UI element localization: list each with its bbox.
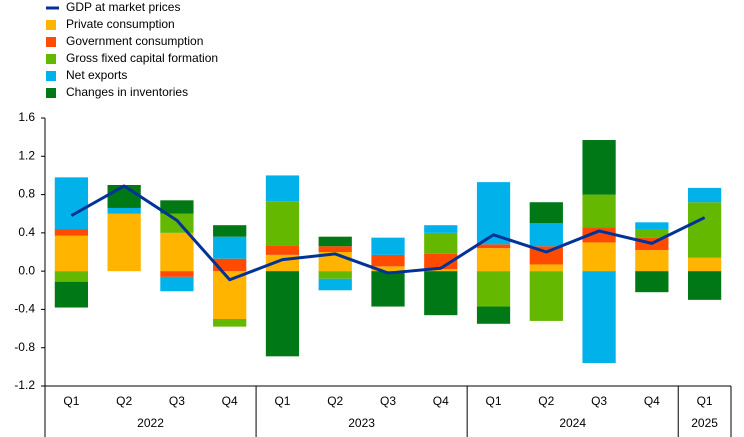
x-tick-label: Q4 [222, 394, 238, 408]
x-tick-label: Q2 [327, 394, 343, 408]
x-tick-label: Q3 [380, 394, 396, 408]
bar-segment [371, 254, 405, 267]
bar-segment [424, 225, 458, 233]
bar-segment [54, 235, 89, 272]
bar-segment [582, 271, 616, 364]
bar-segment [318, 278, 352, 291]
x-tick-label: Q1 [697, 394, 713, 408]
legend-label: Net exports [66, 68, 127, 82]
bar-segment [582, 242, 616, 272]
legend-swatch [46, 71, 56, 81]
bar-segment [476, 271, 511, 307]
bar-segment [687, 257, 722, 272]
legend-swatch [46, 37, 56, 47]
bar-segment [107, 213, 141, 272]
legend-label: Government consumption [66, 34, 203, 48]
bar-segment [424, 253, 458, 270]
bar-segment [424, 271, 458, 316]
bar-segment [529, 202, 563, 224]
bar-segment [424, 269, 458, 272]
legend-swatch [46, 20, 56, 30]
bar-segment [635, 229, 669, 238]
bar-segment [160, 232, 194, 272]
y-tick-label: -0.4 [14, 302, 35, 316]
bar-segment [107, 207, 141, 214]
x-tick-label: Q3 [591, 394, 607, 408]
bar-segment [54, 229, 89, 236]
legend-label: GDP at market prices [66, 0, 180, 14]
y-tick-label: 0.0 [18, 263, 35, 277]
x-tick-label: Q4 [644, 394, 660, 408]
bar-segment [424, 232, 458, 254]
bar-segment [687, 271, 722, 300]
bar-segment [318, 236, 352, 247]
bar-segment [213, 319, 247, 327]
bar-segment [265, 271, 300, 357]
bar-segment [107, 185, 141, 208]
x-group-label: 2023 [348, 416, 375, 430]
bar-segment [265, 245, 300, 255]
bar-segment [635, 271, 669, 293]
x-tick-label: Q2 [116, 394, 132, 408]
bar-segment [213, 258, 247, 272]
x-group-label: 2024 [559, 416, 586, 430]
bar-segment [476, 244, 511, 249]
legend-label: Changes in inventories [66, 85, 188, 99]
bar-segment [582, 194, 616, 228]
bar-segment [371, 237, 405, 255]
legend-swatch [46, 54, 56, 64]
x-tick-label: Q1 [274, 394, 290, 408]
bar-segment [160, 276, 194, 292]
bar-segment [160, 213, 194, 233]
legend-swatch [46, 88, 56, 98]
bar-segment [265, 175, 300, 202]
x-tick-label: Q3 [169, 394, 185, 408]
bar-segment [54, 271, 89, 282]
bar-segment [213, 236, 247, 259]
bar-segment [213, 225, 247, 237]
bar-segment [582, 140, 616, 195]
bar-segment [687, 187, 722, 203]
bar-segment [160, 200, 194, 214]
y-tick-label: 0.8 [18, 187, 35, 201]
bar-segment [371, 266, 405, 272]
x-group-label: 2022 [137, 416, 164, 430]
y-tick-label: 1.6 [18, 110, 35, 124]
x-tick-label: Q2 [538, 394, 554, 408]
bar-segment [318, 271, 352, 279]
legend-label: Gross fixed capital formation [66, 51, 218, 65]
x-tick-label: Q4 [433, 394, 449, 408]
y-tick-label: 1.2 [18, 148, 35, 162]
y-tick-label: 0.4 [18, 225, 35, 239]
y-tick-label: -0.8 [14, 340, 35, 354]
bar-segment [54, 177, 89, 230]
bar-segment [318, 246, 352, 252]
bar-segment [54, 281, 89, 308]
bar-segment [529, 264, 563, 272]
x-tick-label: Q1 [63, 394, 79, 408]
bar-segment [160, 271, 194, 277]
bar-segment [687, 202, 722, 258]
x-tick-label: Q1 [486, 394, 502, 408]
x-group-label: 2025 [691, 416, 718, 430]
bar-segment [529, 271, 563, 321]
bar-segment [582, 227, 616, 243]
bar-segment [265, 201, 300, 246]
bar-segment [371, 271, 405, 307]
bar-segment [476, 248, 511, 272]
bar-segment [635, 250, 669, 272]
bar-segment [635, 222, 669, 230]
y-tick-label: -1.2 [14, 378, 35, 392]
legend-label: Private consumption [66, 17, 175, 31]
bar-segment [529, 223, 563, 247]
line-series [70, 184, 706, 282]
bar-segment [476, 306, 511, 324]
